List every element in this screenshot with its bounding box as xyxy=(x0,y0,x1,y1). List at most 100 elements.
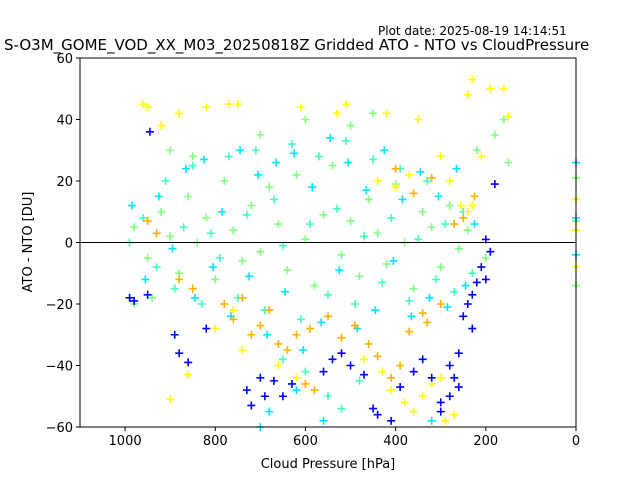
data-point xyxy=(454,349,463,358)
data-point xyxy=(161,177,170,185)
data-point xyxy=(450,410,459,419)
y-tick-label: 60 xyxy=(56,52,73,67)
data-point xyxy=(127,201,136,210)
data-point xyxy=(326,133,335,142)
data-point xyxy=(463,226,472,235)
data-point xyxy=(247,330,256,339)
data-point xyxy=(418,392,427,401)
data-point xyxy=(154,192,163,201)
data-point xyxy=(281,287,290,296)
data-point xyxy=(139,213,148,222)
data-point xyxy=(209,263,218,272)
data-point xyxy=(211,324,220,333)
x-tick-label: 400 xyxy=(383,434,408,449)
data-point xyxy=(319,210,328,219)
data-point xyxy=(481,275,490,284)
data-point xyxy=(423,318,432,327)
data-point xyxy=(414,115,423,124)
data-point xyxy=(378,278,387,287)
data-point xyxy=(335,266,344,275)
data-point xyxy=(143,290,152,299)
data-point xyxy=(152,229,161,238)
data-point xyxy=(256,373,265,382)
y-axis-label: ATO - NTO [DU] xyxy=(21,192,36,293)
data-point xyxy=(337,349,346,358)
data-point xyxy=(461,281,470,290)
data-point xyxy=(369,155,378,164)
x-tick-label: 800 xyxy=(203,434,228,449)
y-axis: −60 −40 −20 0 20 40 60 xyxy=(46,52,80,436)
data-point xyxy=(427,373,436,382)
data-point xyxy=(274,361,283,370)
data-point xyxy=(206,229,215,238)
data-point xyxy=(369,109,378,118)
data-point xyxy=(470,192,479,201)
data-point xyxy=(490,180,499,189)
data-point xyxy=(265,407,274,416)
data-point xyxy=(263,330,272,339)
data-point xyxy=(278,355,287,364)
data-point xyxy=(477,152,486,161)
markers-layer xyxy=(125,75,580,431)
data-point xyxy=(396,383,405,392)
data-point xyxy=(409,367,418,376)
data-point xyxy=(450,220,459,229)
data-point xyxy=(245,272,254,281)
data-point xyxy=(317,318,326,327)
data-point xyxy=(346,216,355,225)
data-point xyxy=(445,201,454,210)
data-point xyxy=(197,300,206,308)
data-point xyxy=(371,306,380,315)
data-point xyxy=(242,210,251,219)
data-point xyxy=(459,213,468,222)
data-point xyxy=(272,158,281,167)
data-point xyxy=(468,201,477,210)
data-point xyxy=(333,109,342,118)
data-point xyxy=(184,370,193,379)
data-point xyxy=(254,170,263,179)
y-tick-label: −40 xyxy=(46,360,73,375)
data-point xyxy=(283,346,292,355)
data-point xyxy=(202,103,211,112)
data-point xyxy=(141,275,150,284)
data-point xyxy=(443,303,452,312)
data-point xyxy=(190,293,199,302)
data-point xyxy=(179,223,188,232)
data-point xyxy=(468,269,477,278)
data-point xyxy=(405,170,414,179)
data-point xyxy=(181,164,190,173)
data-point xyxy=(409,407,418,416)
data-point xyxy=(274,220,283,229)
data-point xyxy=(236,146,245,155)
data-point xyxy=(265,183,274,192)
x-tick-label: 1000 xyxy=(109,434,142,449)
data-point xyxy=(369,404,378,413)
data-point xyxy=(170,330,179,339)
data-point xyxy=(423,177,432,185)
y-tick-label: −20 xyxy=(46,298,73,313)
data-point xyxy=(265,306,274,315)
data-point xyxy=(175,109,184,118)
data-point xyxy=(130,223,139,232)
data-point xyxy=(445,361,454,370)
data-point xyxy=(486,84,495,93)
data-point xyxy=(409,189,418,198)
data-point xyxy=(301,367,310,376)
data-point xyxy=(319,367,328,376)
data-point xyxy=(387,373,396,382)
y-tick-label: 40 xyxy=(56,114,73,129)
data-point xyxy=(130,296,139,305)
data-point xyxy=(398,195,407,204)
plot-date: Plot date: 2025-08-19 14:14:51 xyxy=(378,24,567,38)
data-point xyxy=(468,290,477,299)
data-point xyxy=(269,195,278,204)
data-point xyxy=(436,373,445,382)
data-point xyxy=(125,293,134,302)
data-point xyxy=(215,253,224,262)
data-point xyxy=(328,161,337,170)
data-point xyxy=(441,220,450,229)
data-point xyxy=(292,330,301,339)
data-point xyxy=(454,383,463,392)
data-point xyxy=(256,247,265,256)
